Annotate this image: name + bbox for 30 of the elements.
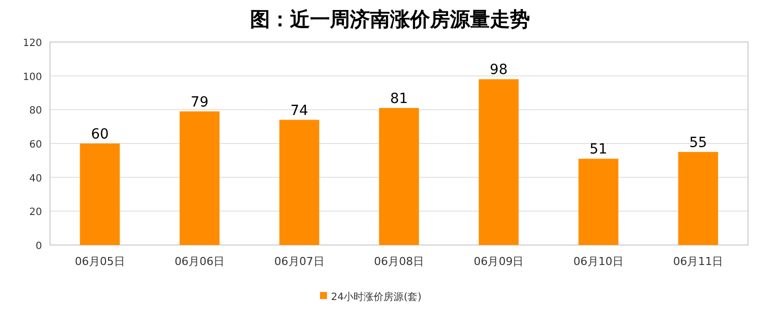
legend-label: 24小时涨价房源(套) [331, 291, 422, 303]
y-tick-label: 40 [29, 173, 42, 184]
bar [279, 120, 320, 245]
x-tick-label: 06月06日 [174, 255, 225, 268]
bar [379, 108, 419, 245]
x-tick-label: 06月11日 [673, 255, 724, 268]
data-label: 55 [689, 134, 708, 151]
bar [180, 111, 220, 245]
chart-title: 图：近一周济南涨价房源量走势 [250, 7, 530, 31]
x-tick-label: 06月05日 [74, 255, 125, 268]
bar [578, 158, 618, 245]
y-tick-label: 0 [36, 241, 42, 252]
data-label: 79 [190, 94, 208, 110]
bar [478, 79, 519, 245]
bar [80, 144, 120, 245]
x-tick-label: 06月10日 [573, 255, 624, 268]
y-tick-label: 80 [29, 106, 42, 117]
data-label: 60 [90, 126, 109, 142]
data-label: 98 [490, 62, 508, 78]
x-tick-label: 06月09日 [474, 255, 524, 268]
x-tick-label: 06月08日 [374, 255, 424, 268]
bar [678, 152, 718, 245]
y-tick-label: 100 [22, 72, 42, 83]
data-label: 74 [290, 102, 308, 119]
x-tick-label: 06月07日 [274, 255, 324, 268]
data-label: 81 [390, 90, 408, 107]
y-tick-label: 60 [29, 140, 42, 150]
y-tick-label: 120 [22, 38, 42, 49]
y-tick-label: 20 [29, 207, 42, 218]
data-label: 51 [590, 142, 608, 158]
